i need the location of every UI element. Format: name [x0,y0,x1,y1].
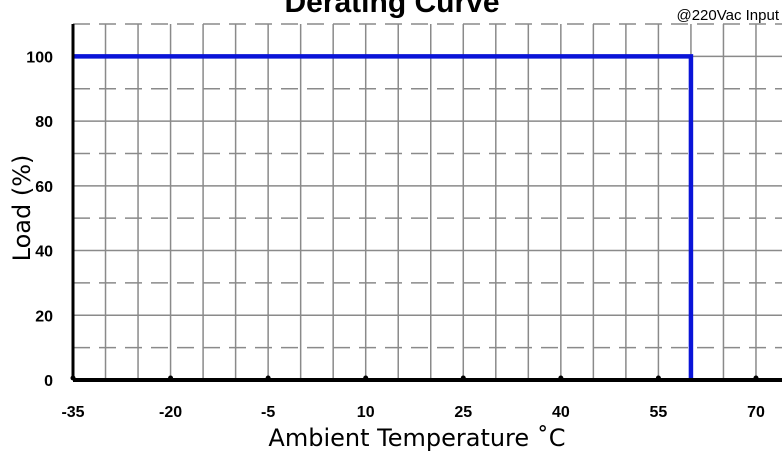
x-axis-tick-dot [655,375,661,381]
x-axis-tick-dot [265,375,271,381]
x-axis-tick-dot [168,375,174,381]
x-tick-label: 70 [747,404,765,421]
x-axis-tick-dot [363,375,369,381]
x-tick-label: 10 [357,404,375,421]
chart-subtitle: @220Vac Input [676,7,779,24]
x-axis-tick-dot [753,375,759,381]
x-axis-tick-dot [70,375,76,381]
y-tick-label: 100 [26,49,53,66]
series-layer [73,54,694,380]
tick-labels: -35 -20 -5 10 25 40 55 70 0 20 40 60 80 100 [26,49,765,421]
y-tick-label: 20 [35,308,53,325]
x-axis-tick-dot [558,375,564,381]
x-tick-label: -20 [159,404,182,421]
x-tick-label: -5 [261,404,275,421]
x-axis-label: Ambient Temperature ˚C [268,424,565,452]
grid [72,23,782,380]
x-tick-label: 55 [650,404,668,421]
x-axis-tick-dot [460,375,466,381]
x-tick-label: 25 [454,404,472,421]
series-line [73,54,694,380]
y-tick-label: 0 [44,373,53,390]
chart-title: Derating Curve [284,0,499,19]
x-tick-label: -35 [61,404,84,421]
y-tick-label: 80 [35,114,53,131]
y-tick-label: 60 [35,179,53,196]
y-axis-label: Load (%) [8,155,36,262]
y-tick-label: 40 [35,244,53,261]
x-tick-label: 40 [552,404,570,421]
axes [70,24,782,382]
